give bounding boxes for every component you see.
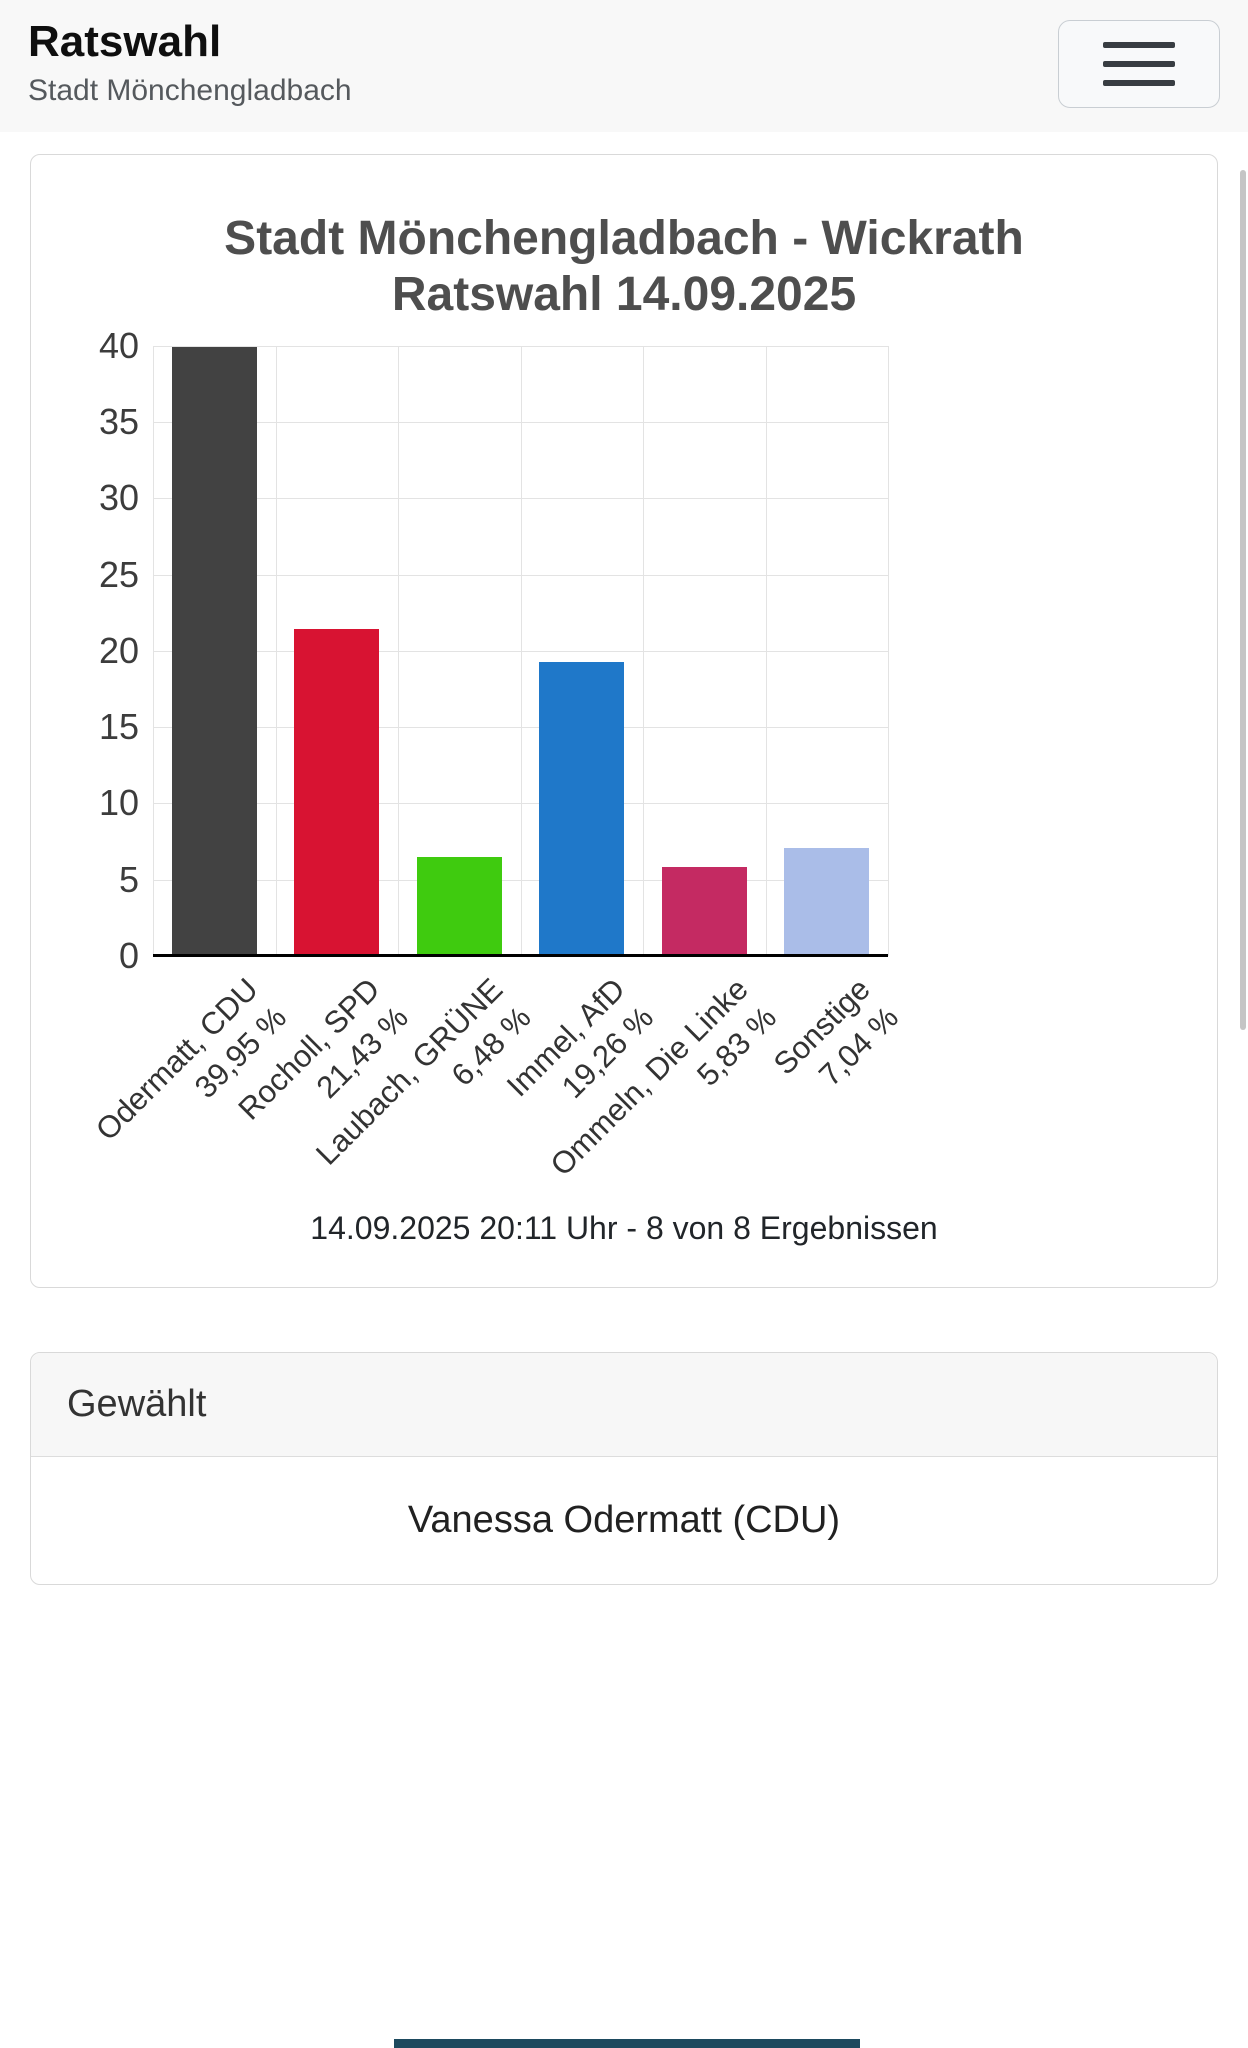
chart-title: Stadt Mönchengladbach - Wickrath Ratswah…: [61, 211, 1187, 321]
bar-chart: 0 5 10 15 20 25 30 35 40 Odermatt, CDU 39,95 % Roch…: [61, 325, 1187, 1192]
hamburger-icon: [1103, 42, 1175, 86]
main-content: Stadt Mönchengladbach - Wickrath Ratswah…: [0, 154, 1248, 1585]
x-axis-line: [153, 953, 888, 957]
gridline-vertical: [153, 345, 154, 956]
bar-laubach-gr-ne: [416, 856, 502, 956]
gridline-vertical: [888, 345, 889, 956]
gridline-vertical: [643, 345, 644, 956]
y-tick-label: 15: [98, 706, 139, 748]
result-card: Gewählt Vanessa Odermatt (CDU): [30, 1351, 1218, 1585]
bar-immel-afd: [539, 662, 625, 956]
y-tick-label: 25: [98, 553, 139, 595]
result-card-header: Gewählt: [31, 1352, 1217, 1457]
app-subtitle: Stadt Mönchengladbach: [28, 74, 352, 108]
y-tick-label: 10: [98, 782, 139, 824]
chart-caption: 14.09.2025 20:11 Uhr - 8 von 8 Ergebniss…: [310, 1209, 938, 1246]
y-tick-label: 5: [118, 858, 139, 900]
app-title: Ratswahl: [28, 17, 222, 66]
plot-area: 0 5 10 15 20 25 30 35 40 Odermatt, CDU 39,95 % Roch…: [89, 325, 906, 1183]
bar-odermatt-cdu: [171, 346, 257, 956]
footer-strip: [394, 2039, 860, 2048]
y-tick-label: 40: [98, 324, 139, 366]
scrollbar[interactable]: [1240, 170, 1246, 1030]
elected-person: Vanessa Odermatt (CDU): [407, 1498, 841, 1541]
chart-title-line1: Stadt Mönchengladbach - Wickrath: [224, 212, 1024, 266]
y-tick-label: 20: [98, 629, 139, 671]
gridline-vertical: [275, 345, 277, 956]
app-header: Ratswahl Stadt Mönchengladbach: [0, 0, 1248, 133]
y-tick-label: 35: [98, 401, 139, 443]
gridline-vertical: [520, 345, 522, 956]
bar-sonstige: [784, 848, 870, 956]
bar-rocholl-spd: [294, 628, 380, 956]
bar-ommeln-die-linke: [661, 866, 747, 956]
chart-card: Stadt Mönchengladbach - Wickrath Ratswah…: [30, 154, 1218, 1288]
app-header-text: Ratswahl Stadt Mönchengladbach: [28, 17, 352, 108]
y-tick-label: 0: [118, 934, 139, 976]
chart-title-line2: Ratswahl 14.09.2025: [391, 267, 857, 321]
gridline-vertical: [398, 345, 399, 956]
x-axis-label: Sonstige 7,04 %: [765, 970, 907, 1112]
gridline-vertical: [765, 345, 767, 956]
menu-button[interactable]: [1058, 20, 1220, 108]
y-tick-label: 30: [98, 477, 139, 519]
